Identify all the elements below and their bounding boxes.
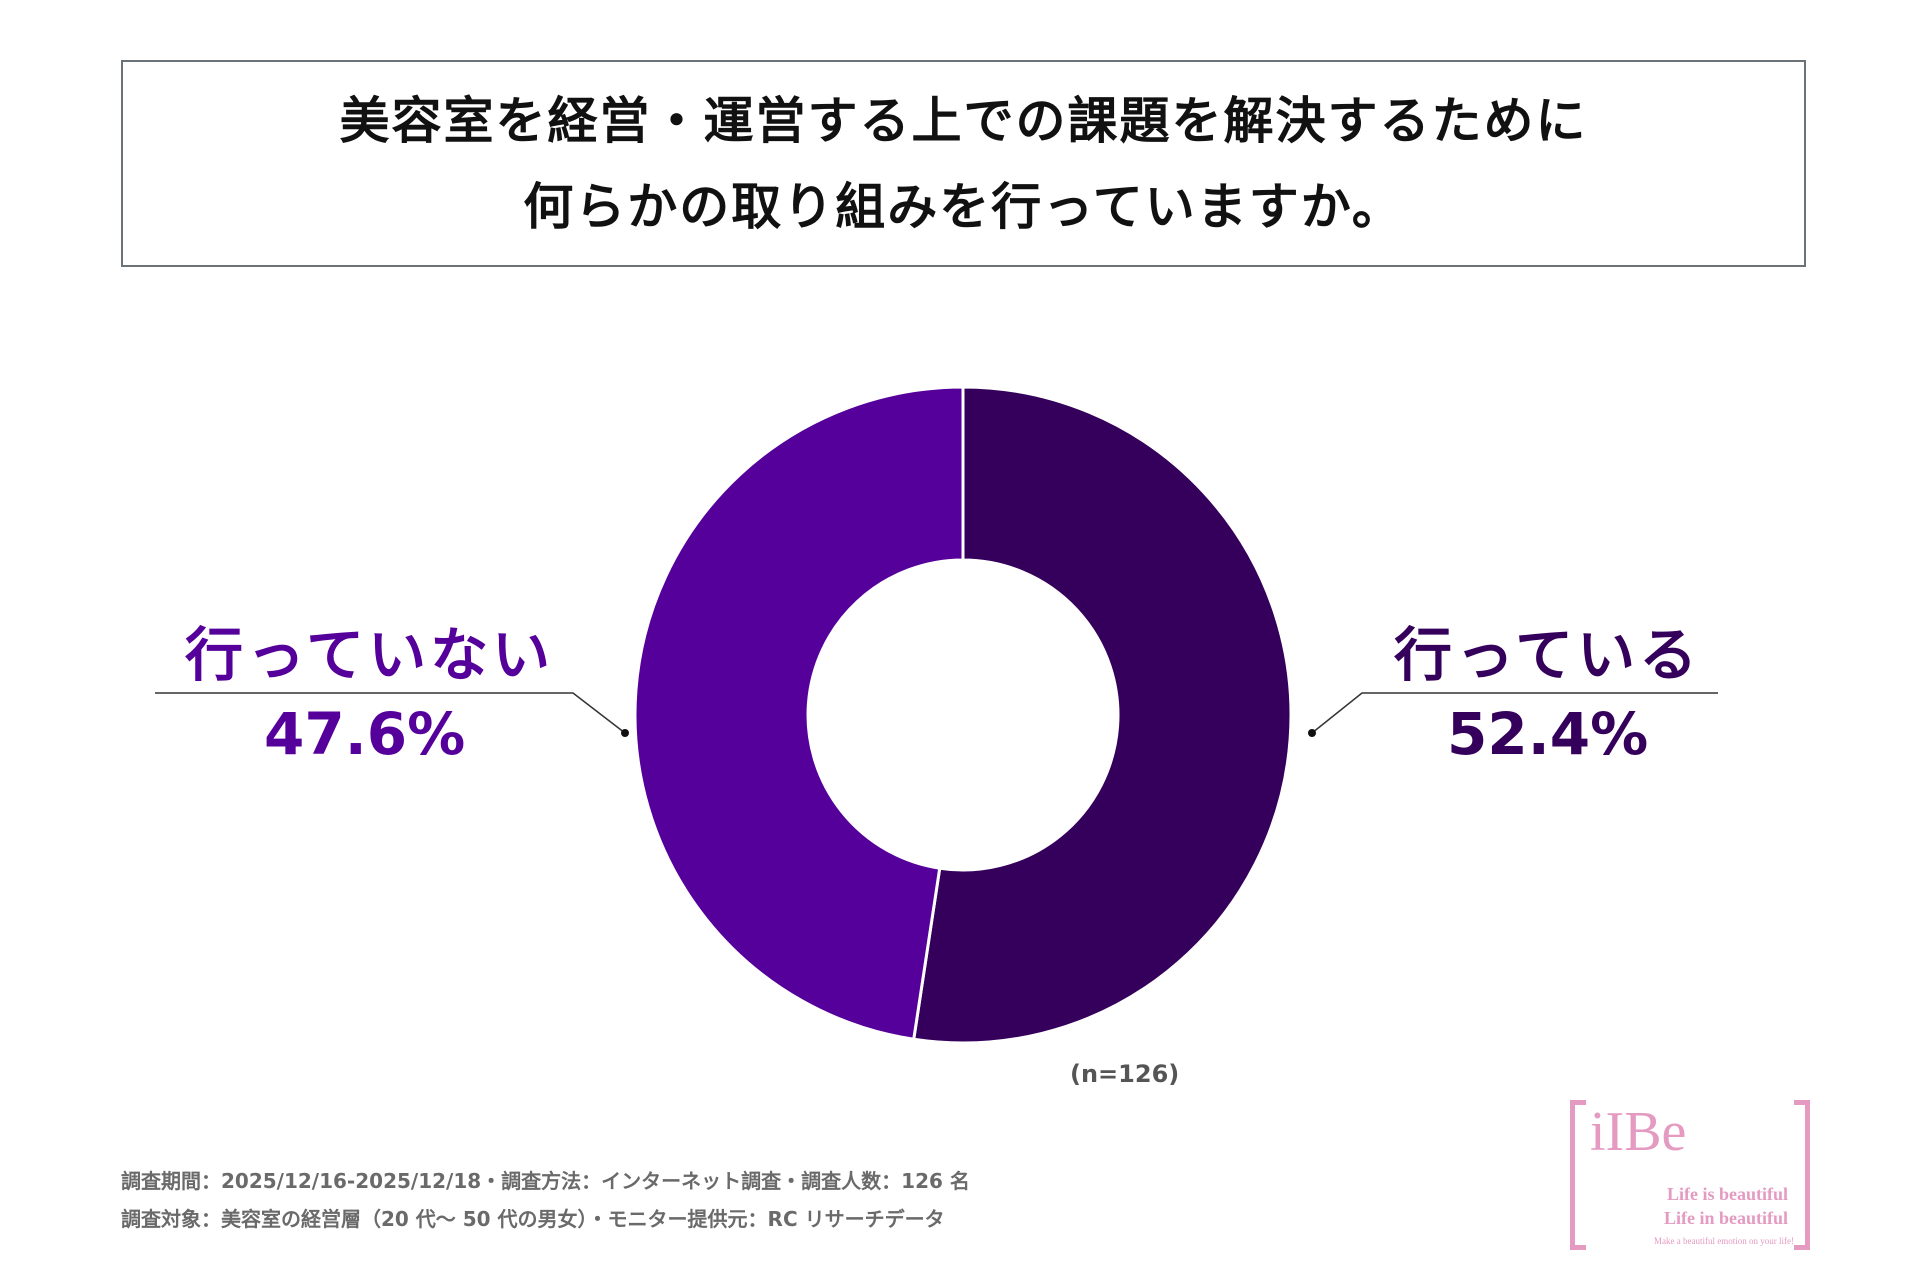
leader-line-not-doing bbox=[155, 692, 626, 734]
title-box: 美容室を経営・運営する上での課題を解決するために 何らかの取り組みを行っています… bbox=[121, 60, 1806, 267]
percent-label-doing: 52.4% bbox=[1447, 700, 1649, 768]
leader-dot-doing bbox=[1308, 729, 1316, 737]
logo-tagline-2: Life in beautiful bbox=[1663, 1208, 1788, 1228]
chart-title-line-1: 美容室を経営・運営する上での課題を解決するために bbox=[339, 91, 1588, 150]
sample-size-label: (n=126) bbox=[1070, 1060, 1180, 1088]
leader-line-doing bbox=[1311, 692, 1718, 734]
footnote-survey-target: 調査対象：美容室の経営層（20 代～ 50 代の男女）・モニター提供元：RC リ… bbox=[121, 1207, 945, 1231]
percent-label-not-doing: 47.6% bbox=[264, 700, 466, 768]
category-label-not-doing: 行っていない bbox=[185, 621, 555, 689]
logo-bracket-right bbox=[1794, 1100, 1810, 1250]
chart-title-line-2: 何らかの取り組みを行っていますか。 bbox=[523, 177, 1404, 236]
ilbe-logo: iIBe Life is beautiful Life in beautiful… bbox=[1570, 1100, 1810, 1255]
logo-bracket-left bbox=[1570, 1100, 1586, 1250]
logo-tagline-1: Life is beautiful bbox=[1666, 1184, 1788, 1204]
footnote-survey-period: 調査期間：2025/12/16-2025/12/18・調査方法：インターネット調… bbox=[121, 1169, 970, 1193]
donut-slice-not-doing bbox=[633, 385, 965, 1041]
logo-brand: iIBe bbox=[1590, 1101, 1687, 1163]
donut-slice-doing bbox=[912, 385, 1293, 1045]
leader-dot-not-doing bbox=[621, 729, 629, 737]
logo-tagline-3: Make a beautiful emotion on your life! bbox=[1654, 1236, 1794, 1246]
category-label-doing: 行っている bbox=[1394, 621, 1702, 689]
